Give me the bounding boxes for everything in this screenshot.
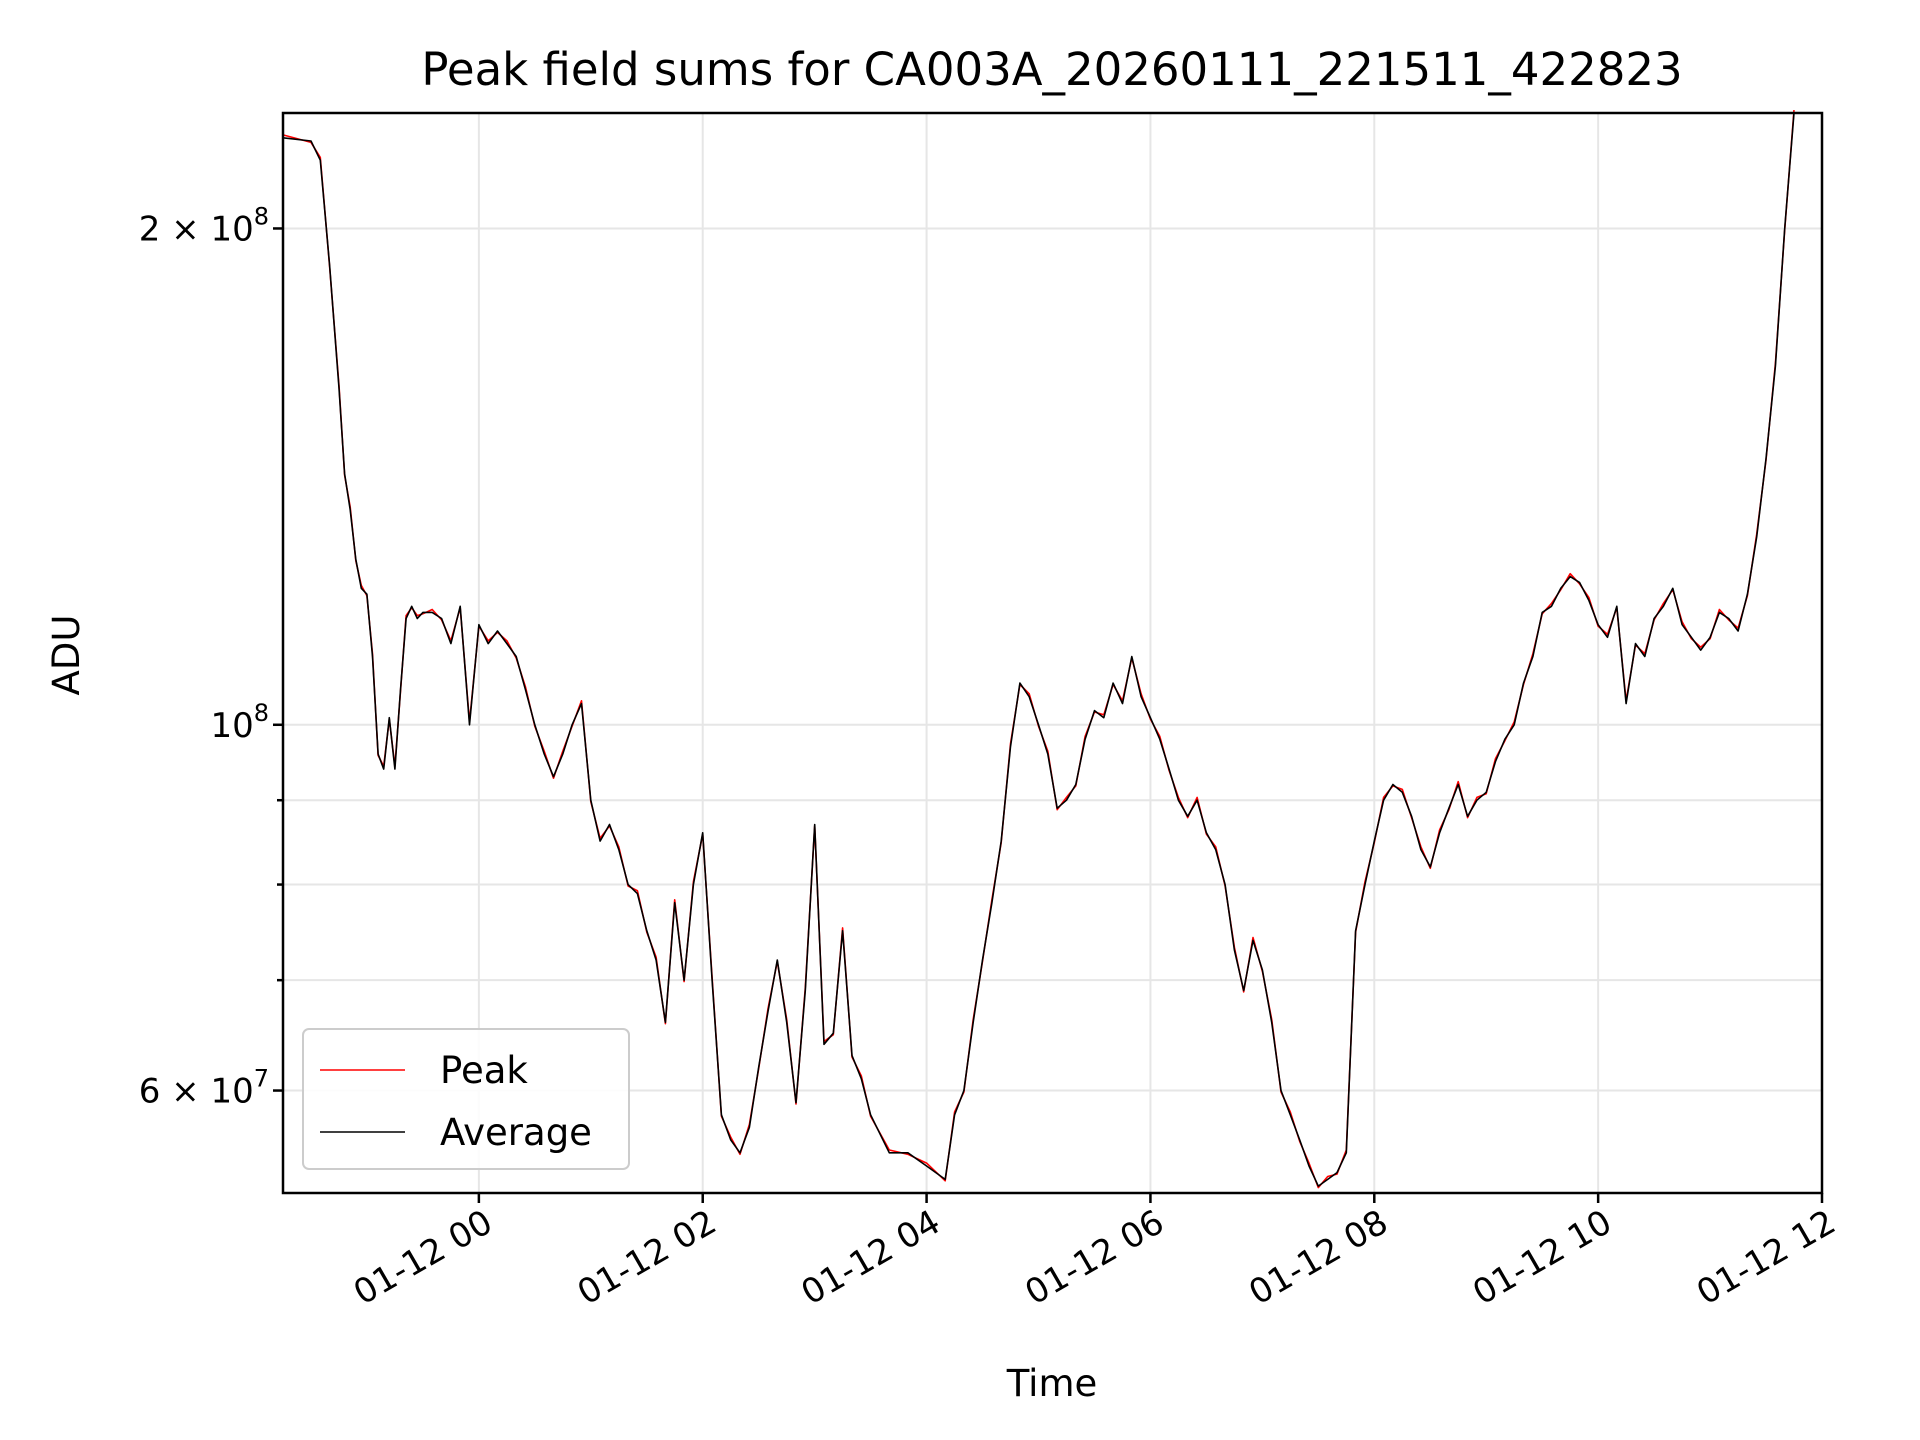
legend-box bbox=[302, 1028, 630, 1170]
y-tick-label-base: 6 × 10 bbox=[139, 1072, 254, 1112]
y-tick-label: 108 bbox=[210, 699, 269, 746]
series-line-average bbox=[282, 112, 1795, 1187]
y-tick-label-base: 2 × 10 bbox=[139, 209, 254, 249]
legend-label-peak: Peak bbox=[440, 1049, 528, 1092]
legend: Peak Average bbox=[302, 1028, 630, 1170]
y-tick-label: 6 × 107 bbox=[139, 1065, 269, 1112]
x-axis-label: Time bbox=[1006, 1362, 1098, 1405]
chart-title: Peak field sums for CA003A_20260111_2215… bbox=[421, 43, 1682, 96]
y-tick-label-exponent: 7 bbox=[254, 1065, 269, 1093]
y-tick-label-exponent: 8 bbox=[254, 202, 269, 230]
grid bbox=[283, 113, 1822, 1193]
legend-label-average: Average bbox=[440, 1111, 592, 1154]
plot-frame bbox=[281, 111, 1824, 1195]
y-tick-label-base: 10 bbox=[210, 706, 253, 746]
y-tick-label-exponent: 8 bbox=[254, 699, 269, 727]
y-axis-label: ADU bbox=[45, 615, 88, 696]
y-tick-label: 2 × 108 bbox=[139, 202, 269, 249]
series-layer bbox=[282, 110, 1795, 1189]
